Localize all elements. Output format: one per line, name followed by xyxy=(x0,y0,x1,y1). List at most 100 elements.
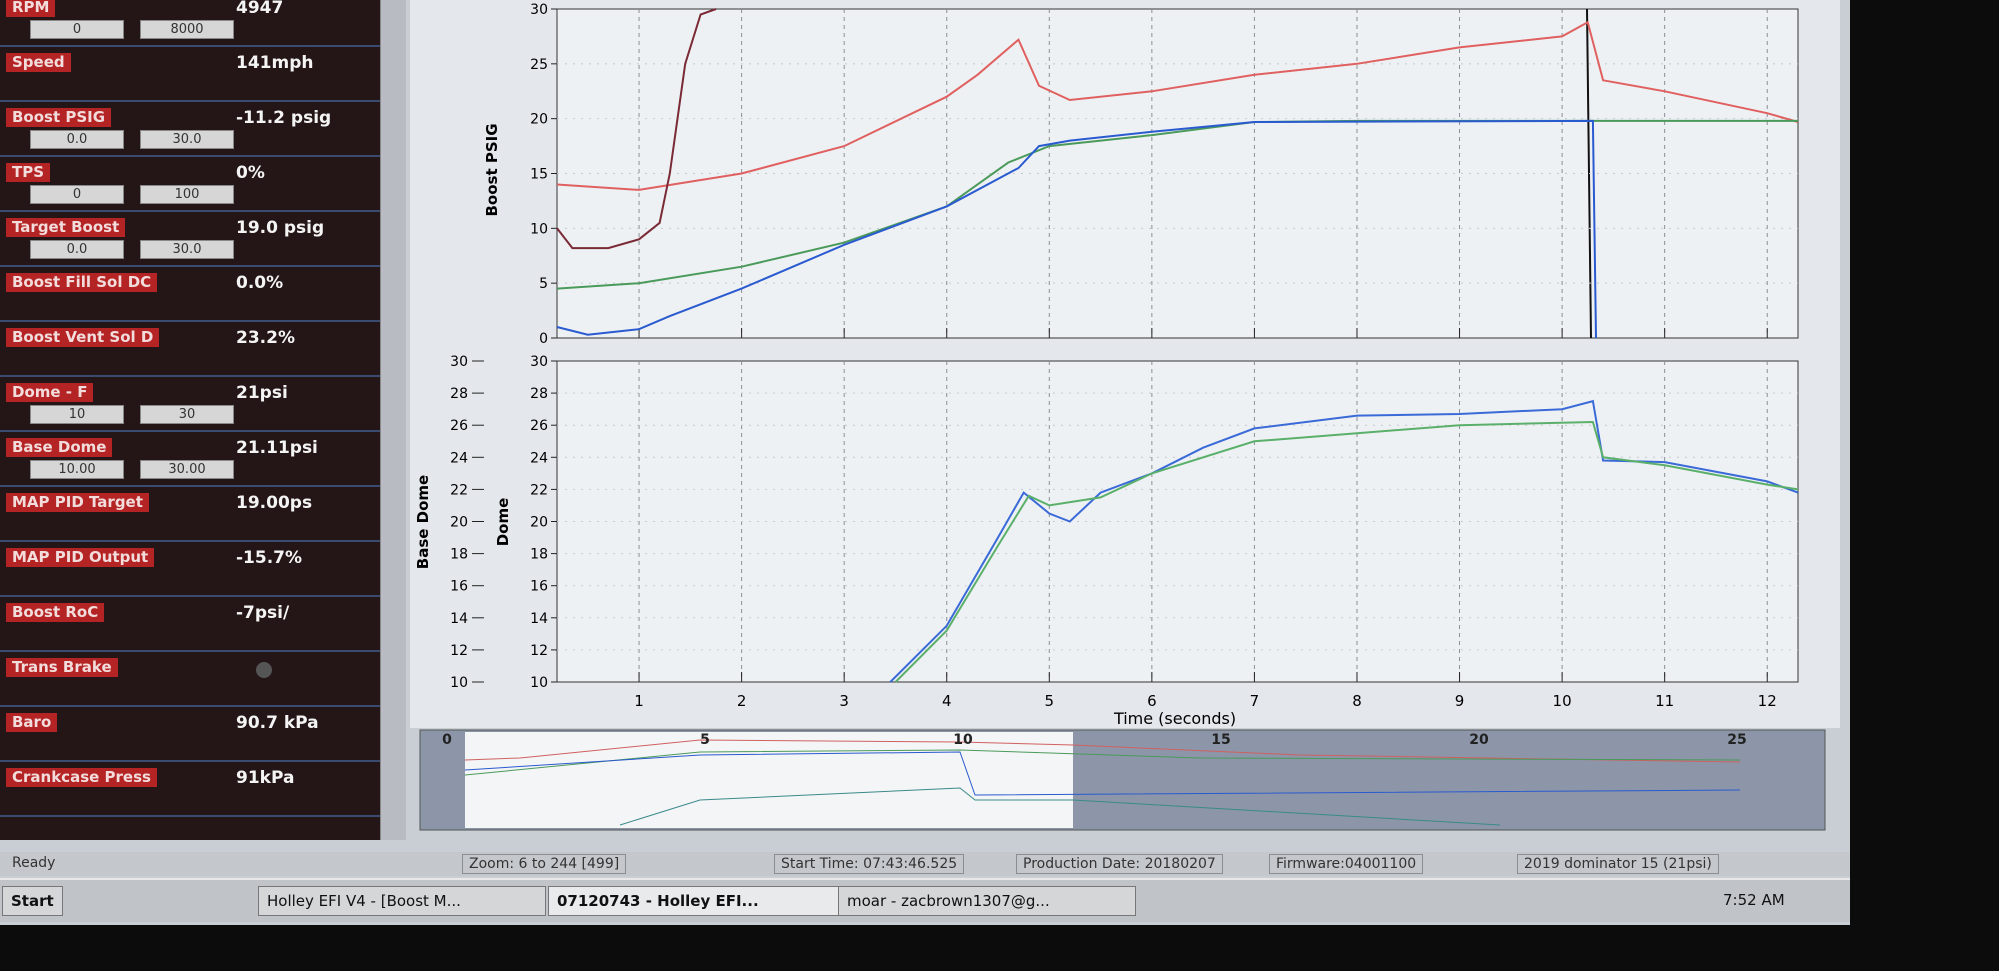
x-tick-label: 6 xyxy=(1147,692,1157,710)
gauge-label: Boost PSIG xyxy=(6,108,112,127)
y2-tick-label: 10 xyxy=(450,675,468,691)
range-box: 8000 xyxy=(140,20,234,39)
overview-line xyxy=(464,739,1741,763)
x-tick-label: 5 xyxy=(1045,692,1055,710)
overview-tick-label: 5 xyxy=(700,732,710,748)
gauge-label: RPM xyxy=(6,0,56,17)
x-tick-label: 10 xyxy=(1553,692,1572,710)
series-line xyxy=(556,8,717,250)
gauge-row: MAP PID Target 19.00ps xyxy=(0,487,380,542)
gauge-label: Dome - F xyxy=(6,383,94,402)
range-box: 0.0 xyxy=(30,130,124,149)
y-axis-title: Dome xyxy=(494,498,512,547)
y2-tick-label: 20 xyxy=(450,515,468,531)
y2-tick-label: 22 xyxy=(450,482,468,498)
gauge-value: 21.11psi xyxy=(236,438,318,458)
y-tick-label: 5 xyxy=(539,276,548,292)
y2-tick-label: 28 xyxy=(450,386,468,402)
gauge-row: Crankcase Press 91kPa xyxy=(0,762,380,817)
gauge-value: 4947 xyxy=(236,0,284,18)
range-box: 30.0 xyxy=(140,130,234,149)
y-tick-label: 28 xyxy=(530,386,548,402)
gauge-label: Base Dome xyxy=(6,438,113,457)
overview-tick-label: 25 xyxy=(1727,732,1746,748)
overview-tick-label: 20 xyxy=(1469,732,1489,748)
overview-tick-label: 10 xyxy=(953,732,973,748)
series-line xyxy=(556,119,1597,339)
y-tick-label: 18 xyxy=(530,547,548,563)
y-axis-title: Boost PSIG xyxy=(483,123,501,216)
y2-tick-label: 24 xyxy=(450,450,468,466)
status-field: Start Time: 07:43:46.525 xyxy=(774,854,965,874)
window-button[interactable]: moar - zacbrown1307@g... xyxy=(838,886,1136,916)
y-tick-label: 10 xyxy=(530,221,548,237)
gauge-row: Base Dome 21.11psi 10.00 30.00 xyxy=(0,432,380,487)
y2-tick-label: 18 xyxy=(450,547,468,563)
x-axis-title: Time (seconds) xyxy=(1113,709,1236,728)
status-field: Production Date: 20180207 xyxy=(1016,854,1223,874)
y-tick-label: 20 xyxy=(530,112,548,128)
gauge-label: Boost RoC xyxy=(6,603,105,622)
series-line xyxy=(894,420,1799,683)
gauge-value: 23.2% xyxy=(236,328,295,348)
y-tick-label: 26 xyxy=(530,418,548,434)
overview-tick-label: 15 xyxy=(1211,732,1230,748)
gauge-value: -15.7% xyxy=(236,548,303,568)
y2-tick-label: 16 xyxy=(450,579,468,595)
window-button[interactable]: Holley EFI V4 - [Boost M... xyxy=(258,886,546,916)
range-box: 0 xyxy=(30,185,124,204)
y-tick-label: 30 xyxy=(530,2,548,18)
clock: 7:52 AM xyxy=(1723,891,1785,909)
gauge-value: 19.00ps xyxy=(236,493,313,513)
y2-tick-label: 26 xyxy=(450,418,468,434)
start-button[interactable]: Start xyxy=(2,886,63,916)
range-box: 30.0 xyxy=(140,240,234,259)
gauge-label: MAP PID Output xyxy=(6,548,155,567)
gauge-value: 0.0% xyxy=(236,273,284,293)
overview-selection[interactable] xyxy=(465,732,1073,828)
y-tick-label: 16 xyxy=(530,579,548,595)
plot-area xyxy=(556,360,1799,683)
y-tick-label: 30 xyxy=(530,354,548,370)
indicator xyxy=(256,662,272,678)
taskbar: Start Holley EFI V4 - [Boost M... 07120743… xyxy=(0,878,1850,922)
y-tick-label: 12 xyxy=(530,643,548,659)
status-field: Firmware:04001100 xyxy=(1269,854,1424,874)
y-tick-label: 25 xyxy=(530,57,548,73)
gauge-label: Boost Vent Sol D xyxy=(6,328,160,347)
gauge-value: 19.0 psig xyxy=(236,218,325,238)
overview-line xyxy=(619,787,1501,826)
gauge-row: MAP PID Output -15.7% xyxy=(0,542,380,597)
range-box: 30 xyxy=(140,405,234,424)
scrollbar[interactable] xyxy=(380,0,406,840)
gauge-row: Trans Brake xyxy=(0,652,380,707)
gauge-label: Boost Fill Sol DC xyxy=(6,273,158,292)
x-tick-label: 4 xyxy=(942,692,952,710)
screen: RPM 4947 0 8000 Speed 141mph Boost PSIG -11.2 p… xyxy=(0,0,1850,925)
range-box: 30.00 xyxy=(140,460,234,479)
status-field: 2019 dominator 15 (21psi) xyxy=(1517,854,1719,874)
series-line xyxy=(556,20,1799,191)
y-tick-label: 24 xyxy=(530,450,548,466)
y2-tick-label: 12 xyxy=(450,643,468,659)
range-box: 100 xyxy=(140,185,234,204)
y-tick-label: 14 xyxy=(530,611,548,627)
gauge-label: TPS xyxy=(6,163,51,182)
gauge-value: 90.7 kPa xyxy=(236,713,319,733)
gauge-label: Crankcase Press xyxy=(6,768,157,787)
y-tick-label: 0 xyxy=(539,331,548,347)
x-tick-label: 8 xyxy=(1352,692,1362,710)
window-button[interactable]: 07120743 - Holley EFI... xyxy=(548,886,844,916)
x-tick-label: 12 xyxy=(1758,692,1777,710)
gauge-row: Target Boost 19.0 psig 0.0 30.0 xyxy=(0,212,380,267)
y2-tick-label: 14 xyxy=(450,611,468,627)
gauge-label: Baro xyxy=(6,713,58,732)
y2-tick-label: 30 xyxy=(450,354,468,370)
status-field: Ready xyxy=(12,855,56,871)
gauge-value: 141mph xyxy=(236,53,314,73)
gauge-label: MAP PID Target xyxy=(6,493,149,512)
x-tick-label: 11 xyxy=(1655,692,1674,710)
y-tick-label: 15 xyxy=(530,167,548,183)
y-tick-label: 20 xyxy=(530,515,548,531)
